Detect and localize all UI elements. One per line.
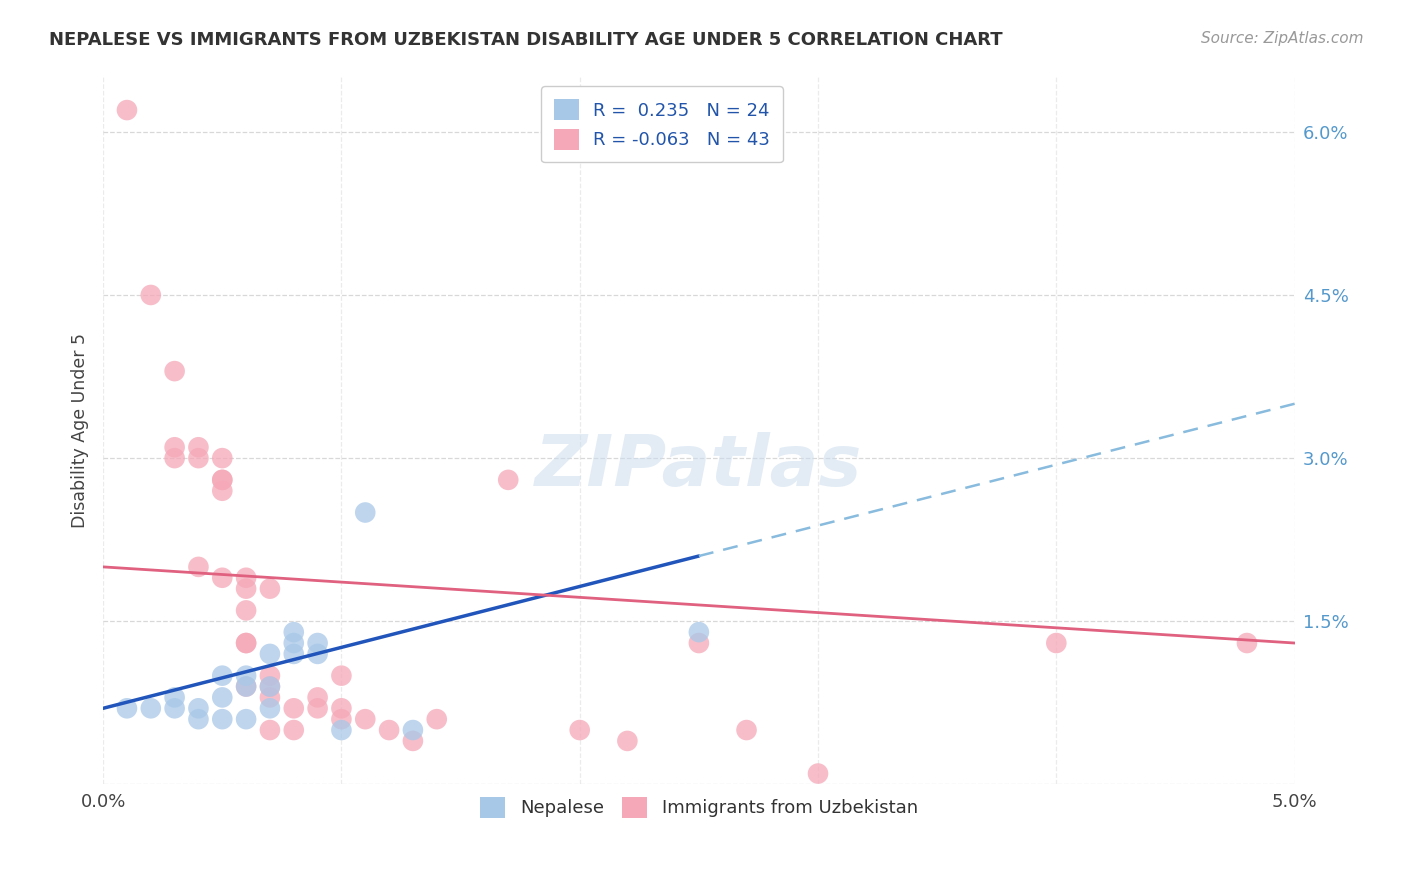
Point bbox=[211, 473, 233, 487]
Point bbox=[402, 734, 425, 748]
Point bbox=[568, 723, 591, 737]
Point bbox=[139, 288, 162, 302]
Point bbox=[807, 766, 830, 780]
Point bbox=[235, 636, 257, 650]
Point bbox=[187, 560, 209, 574]
Point bbox=[259, 668, 281, 682]
Point bbox=[235, 712, 257, 726]
Point bbox=[211, 712, 233, 726]
Point bbox=[211, 473, 233, 487]
Point bbox=[235, 680, 257, 694]
Point bbox=[354, 506, 377, 520]
Point bbox=[688, 625, 710, 640]
Point bbox=[330, 723, 353, 737]
Point bbox=[187, 451, 209, 466]
Point bbox=[211, 668, 233, 682]
Point bbox=[211, 571, 233, 585]
Point bbox=[187, 440, 209, 454]
Point bbox=[163, 364, 186, 378]
Point bbox=[259, 680, 281, 694]
Point bbox=[307, 701, 329, 715]
Point bbox=[235, 636, 257, 650]
Point bbox=[354, 712, 377, 726]
Y-axis label: Disability Age Under 5: Disability Age Under 5 bbox=[72, 334, 89, 528]
Point bbox=[211, 483, 233, 498]
Point bbox=[163, 690, 186, 705]
Point bbox=[307, 690, 329, 705]
Point bbox=[235, 680, 257, 694]
Point bbox=[496, 473, 519, 487]
Point bbox=[163, 701, 186, 715]
Point bbox=[211, 690, 233, 705]
Point bbox=[283, 723, 305, 737]
Point bbox=[259, 582, 281, 596]
Point bbox=[283, 701, 305, 715]
Point bbox=[139, 701, 162, 715]
Point bbox=[163, 451, 186, 466]
Point bbox=[259, 680, 281, 694]
Point bbox=[1045, 636, 1067, 650]
Point bbox=[235, 668, 257, 682]
Point bbox=[115, 103, 138, 117]
Point bbox=[187, 701, 209, 715]
Point bbox=[259, 723, 281, 737]
Point bbox=[426, 712, 449, 726]
Point bbox=[735, 723, 758, 737]
Text: ZIPatlas: ZIPatlas bbox=[536, 432, 862, 500]
Point bbox=[235, 582, 257, 596]
Legend: Nepalese, Immigrants from Uzbekistan: Nepalese, Immigrants from Uzbekistan bbox=[472, 789, 925, 825]
Point bbox=[307, 647, 329, 661]
Point bbox=[616, 734, 638, 748]
Text: Source: ZipAtlas.com: Source: ZipAtlas.com bbox=[1201, 31, 1364, 46]
Point bbox=[187, 712, 209, 726]
Point bbox=[688, 636, 710, 650]
Point bbox=[163, 440, 186, 454]
Point bbox=[307, 636, 329, 650]
Text: NEPALESE VS IMMIGRANTS FROM UZBEKISTAN DISABILITY AGE UNDER 5 CORRELATION CHART: NEPALESE VS IMMIGRANTS FROM UZBEKISTAN D… bbox=[49, 31, 1002, 49]
Point bbox=[283, 625, 305, 640]
Point bbox=[115, 701, 138, 715]
Point bbox=[259, 701, 281, 715]
Point bbox=[1236, 636, 1258, 650]
Point bbox=[378, 723, 401, 737]
Point bbox=[211, 451, 233, 466]
Point bbox=[402, 723, 425, 737]
Point bbox=[330, 712, 353, 726]
Point bbox=[330, 701, 353, 715]
Point bbox=[259, 647, 281, 661]
Point bbox=[259, 690, 281, 705]
Point bbox=[283, 636, 305, 650]
Point bbox=[283, 647, 305, 661]
Point bbox=[235, 603, 257, 617]
Point bbox=[235, 571, 257, 585]
Point bbox=[330, 668, 353, 682]
